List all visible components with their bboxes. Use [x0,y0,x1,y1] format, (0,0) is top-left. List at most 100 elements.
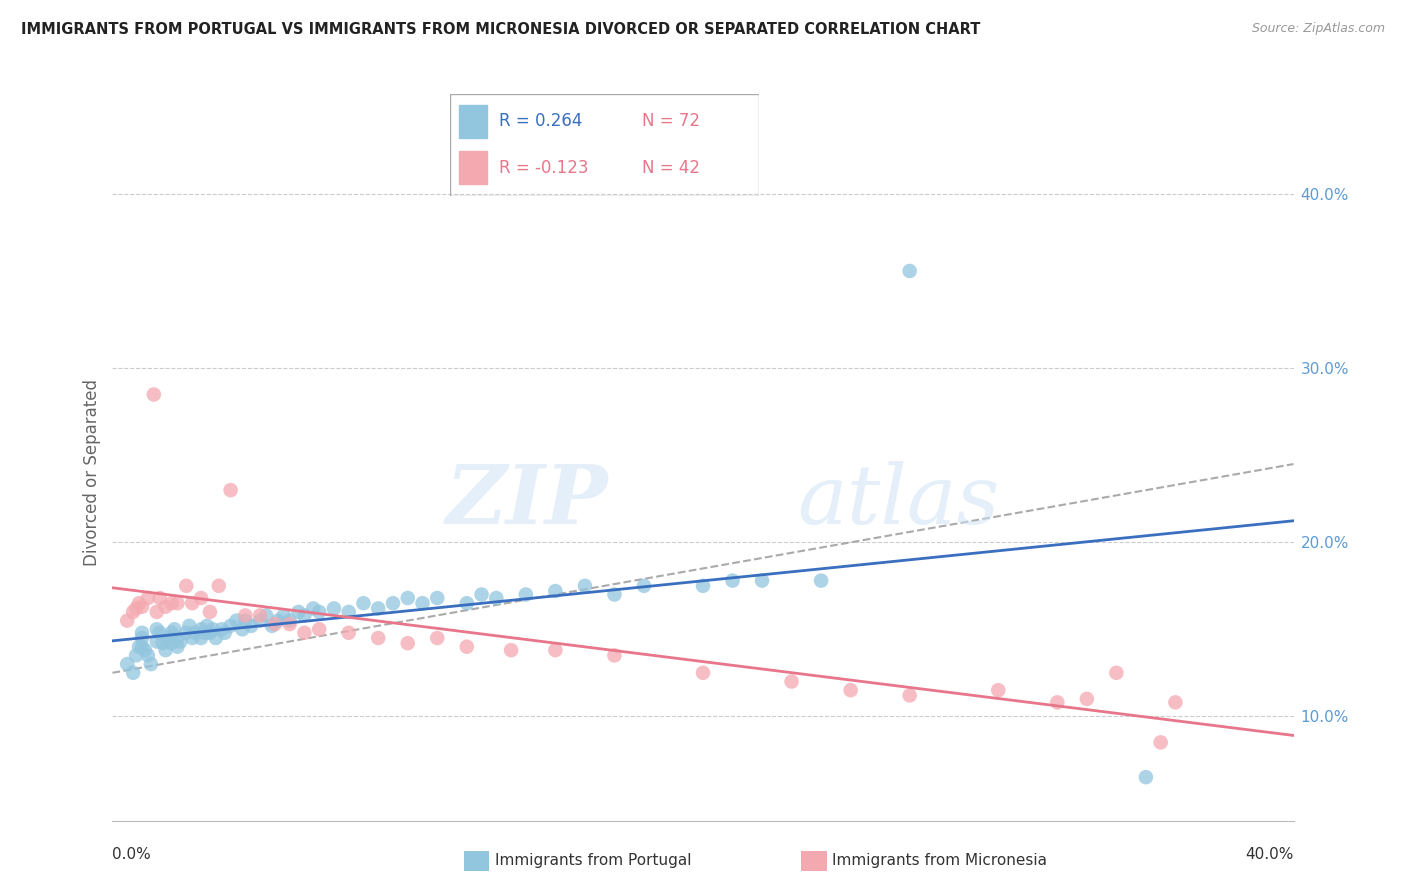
Point [254,608,277,623]
Text: Immigrants from Micronesia: Immigrants from Micronesia [832,854,1047,868]
Point [136,648,159,663]
Point [181,596,204,610]
Text: ZIP: ZIP [446,460,609,541]
Point [198,625,221,640]
Point [181,631,204,645]
Point [810,574,832,588]
Point [146,605,169,619]
Point [249,608,271,623]
Point [219,483,242,498]
Point [292,608,315,623]
Text: R = -0.123: R = -0.123 [499,159,589,177]
Point [179,619,201,633]
Point [501,643,523,657]
Point [195,619,218,633]
Point [205,631,228,645]
Point [225,614,247,628]
Point [1150,735,1173,749]
Point [721,574,744,588]
Point [146,634,169,648]
Point [136,591,159,605]
Point [160,596,183,610]
Point [323,601,346,615]
Text: N = 42: N = 42 [641,159,700,177]
Point [190,591,212,605]
Point [1135,770,1157,784]
Point [456,596,478,610]
Point [603,587,626,601]
Point [149,591,172,605]
Point [337,605,360,619]
Point [122,665,145,680]
Point [396,591,419,605]
Point [134,643,156,657]
Point [302,601,325,615]
Point [166,640,188,654]
Point [426,631,449,645]
Bar [460,151,486,184]
Point [1046,695,1069,709]
Point [396,636,419,650]
Point [131,599,153,614]
Point [1164,695,1187,709]
Text: Immigrants from Portugal: Immigrants from Portugal [495,854,692,868]
Point [292,625,315,640]
Point [267,614,290,628]
Y-axis label: Divorced or Separated: Divorced or Separated [83,379,101,566]
Point [193,625,215,640]
Point [780,674,803,689]
Text: Source: ZipAtlas.com: Source: ZipAtlas.com [1251,22,1385,36]
Point [692,579,714,593]
Text: 40.0%: 40.0% [1246,847,1294,862]
Point [125,601,148,615]
Point [117,614,138,628]
Point [152,636,174,650]
Point [240,619,263,633]
Text: R = 0.264: R = 0.264 [499,112,582,130]
Point [515,587,537,601]
Point [231,623,253,637]
Point [214,625,236,640]
Point [411,596,433,610]
Point [128,640,150,654]
Point [149,625,172,640]
Point [166,596,188,610]
Text: atlas: atlas [797,460,1000,541]
Point [273,608,295,623]
Point [574,579,596,593]
Point [278,617,301,632]
Point [155,643,177,657]
Point [166,631,188,645]
Point [751,574,773,588]
Point [1105,665,1128,680]
Point [987,683,1010,698]
Point [264,617,287,632]
Point [131,625,153,640]
Point [131,640,153,654]
Point [456,640,478,654]
Point [174,579,197,593]
Point [233,614,256,628]
Point [308,605,330,619]
Point [337,625,360,640]
Point [233,608,256,623]
Point [174,625,197,640]
Point [184,625,207,640]
Point [278,614,301,628]
Point [211,623,233,637]
Point [139,657,162,671]
Point [352,596,374,610]
Point [382,596,405,610]
Point [470,587,494,601]
Point [544,643,567,657]
Point [898,264,921,278]
Point [117,657,138,671]
Point [839,683,862,698]
Point [485,591,508,605]
Point [287,605,309,619]
Point [692,665,714,680]
Point [122,605,145,619]
Point [898,689,921,703]
Point [260,619,283,633]
Point [128,596,150,610]
